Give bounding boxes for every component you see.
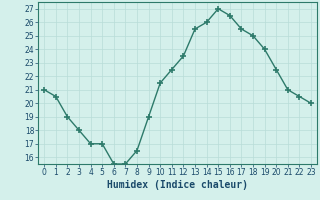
X-axis label: Humidex (Indice chaleur): Humidex (Indice chaleur): [107, 180, 248, 190]
